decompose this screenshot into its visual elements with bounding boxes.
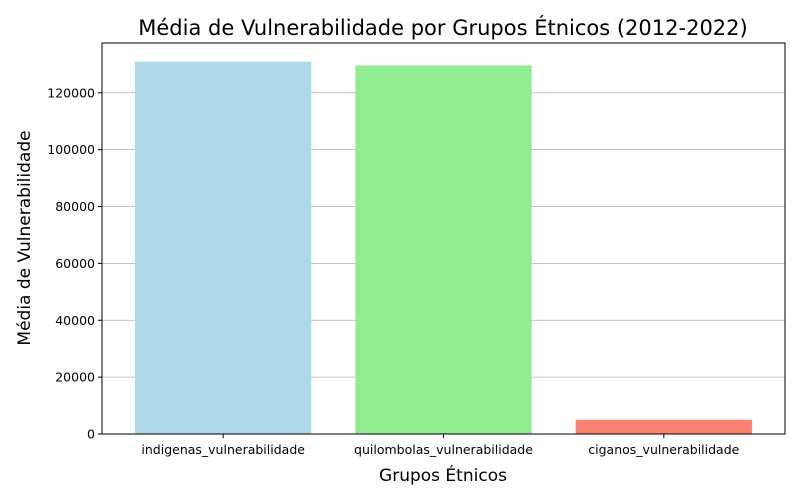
x-tick-label: ciganos_vulnerabilidade	[588, 442, 739, 457]
x-axis-label: Grupos Étnicos	[379, 464, 507, 486]
y-tick-label: 0	[87, 427, 95, 442]
chart-title: Média de Vulnerabilidade por Grupos Étni…	[138, 15, 747, 40]
y-tick-label: 120000	[47, 85, 95, 100]
y-tick-label: 60000	[55, 256, 95, 271]
y-tick-label: 100000	[47, 142, 95, 157]
x-axis: indigenas_vulnerabilidade quilombolas_vul…	[141, 434, 740, 457]
y-axis-label: Média de Vulnerabilidade	[15, 130, 35, 345]
bar-indigenas-vulnerabilidade	[135, 61, 312, 434]
x-tick-label: indigenas_vulnerabilidade	[141, 442, 305, 457]
y-tick-label: 40000	[55, 313, 95, 328]
y-tick-label: 80000	[55, 199, 95, 214]
bar-quilombolas-vulnerabilidade	[355, 65, 532, 435]
x-tick-label: quilombolas_vulnerabilidade	[354, 442, 533, 457]
y-axis: 0 20000 40000 60000 80000 100000 120000	[47, 85, 102, 442]
bars-group	[135, 61, 752, 435]
bar-ciganos-vulnerabilidade	[575, 419, 752, 434]
y-tick-label: 20000	[55, 370, 95, 385]
